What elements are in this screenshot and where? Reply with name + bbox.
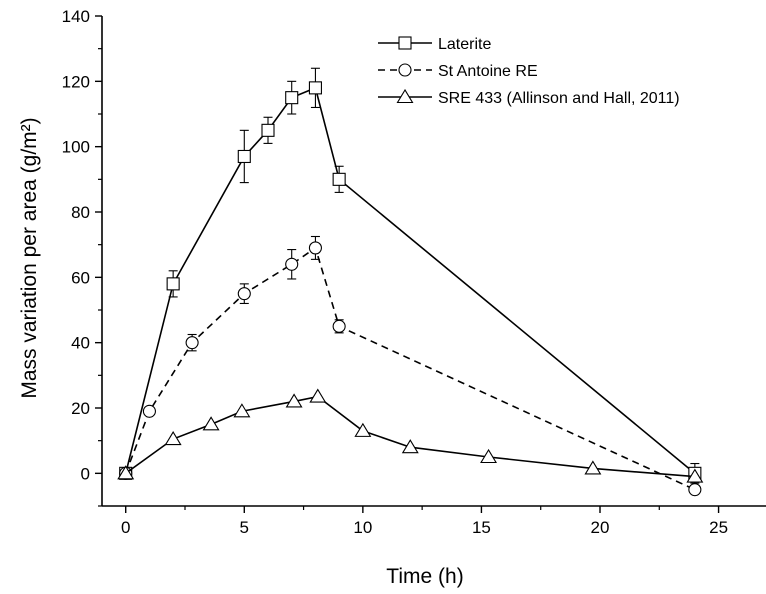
data-point xyxy=(333,173,345,185)
y-tick-label: 40 xyxy=(71,334,90,353)
data-point xyxy=(204,417,219,430)
legend-marker xyxy=(399,37,411,49)
data-point xyxy=(238,150,250,162)
legend-marker xyxy=(399,64,411,76)
series-line xyxy=(126,88,695,473)
data-point xyxy=(309,242,321,254)
data-point xyxy=(143,405,155,417)
x-tick-label: 10 xyxy=(353,518,372,537)
x-tick-label: 5 xyxy=(240,518,249,537)
data-point xyxy=(403,440,418,453)
x-tick-label: 20 xyxy=(591,518,610,537)
data-point xyxy=(286,258,298,270)
y-tick-label: 80 xyxy=(71,203,90,222)
x-tick-label: 0 xyxy=(121,518,130,537)
data-point xyxy=(355,424,370,437)
data-point xyxy=(166,432,181,445)
data-point xyxy=(167,278,179,290)
series-1 xyxy=(120,68,701,483)
series-line xyxy=(126,397,695,477)
data-point xyxy=(186,337,198,349)
legend-label: St Antoine RE xyxy=(438,63,538,80)
series-2 xyxy=(120,237,701,496)
x-tick-label: 25 xyxy=(709,518,728,537)
y-tick-label: 0 xyxy=(81,464,90,483)
y-tick-label: 140 xyxy=(62,7,90,26)
y-tick-label: 60 xyxy=(71,268,90,287)
ticks: 0 5 10 15 20 25 0 20 40 60 80 100 120 140 xyxy=(62,7,728,537)
x-axis-title: Time (h) xyxy=(386,565,463,588)
data-point xyxy=(310,390,325,403)
data-point xyxy=(689,484,701,496)
y-axis-title: Mass variation per area (g/m²) xyxy=(18,117,41,398)
legend: Laterite St Antoine RE SRE 433 (Allinson a… xyxy=(378,36,680,107)
x-tick-label: 15 xyxy=(472,518,491,537)
y-tick-label: 120 xyxy=(62,72,90,91)
legend-label: SRE 433 (Allinson and Hall, 2011) xyxy=(438,90,680,107)
data-point xyxy=(309,82,321,94)
y-tick-label: 100 xyxy=(62,138,90,157)
legend-label: Laterite xyxy=(438,36,491,53)
data-point xyxy=(286,92,298,104)
data-point xyxy=(262,124,274,136)
y-tick-label: 20 xyxy=(71,399,90,418)
data-point xyxy=(333,320,345,332)
data-point xyxy=(238,288,250,300)
series-line xyxy=(126,248,695,490)
series-3 xyxy=(118,390,702,483)
plot-area xyxy=(118,68,702,495)
